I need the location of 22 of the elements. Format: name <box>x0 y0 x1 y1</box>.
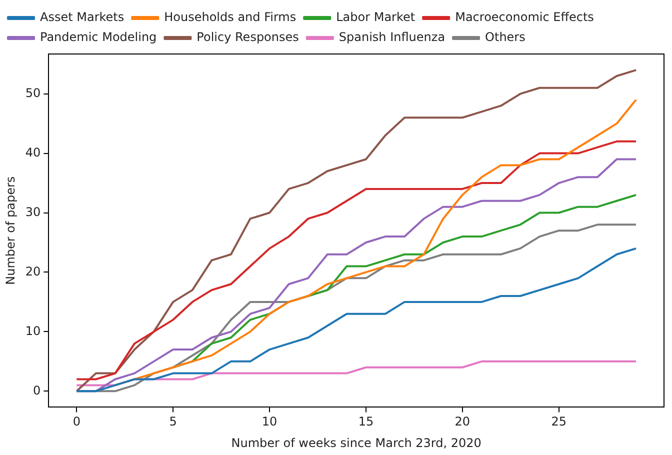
legend-label: Spanish Influenza <box>338 30 446 44</box>
x-tick-label: 5 <box>169 414 177 429</box>
legend-label: Others <box>485 30 526 44</box>
x-tick-label: 20 <box>454 414 470 429</box>
x-tick-label: 15 <box>358 414 374 429</box>
y-axis-title: Number of papers <box>3 176 18 285</box>
y-tick-label: 10 <box>25 324 41 338</box>
legend-label: Policy Responses <box>196 30 299 44</box>
y-tick-label: 50 <box>25 86 41 100</box>
x-tick-label: 25 <box>551 414 567 429</box>
legend-label: Households and Firms <box>164 10 296 24</box>
x-tick-label: 10 <box>262 414 278 429</box>
x-axis-title: Number of weeks since March 23rd, 2020 <box>231 436 482 450</box>
legend-label: Asset Markets <box>40 10 124 24</box>
legend-label: Labor Market <box>336 10 416 24</box>
y-tick-label: 20 <box>25 264 41 278</box>
legend-label: Pandemic Modeling <box>40 30 157 44</box>
x-tick-label: 0 <box>72 414 80 429</box>
y-tick-label: 40 <box>25 145 41 160</box>
y-tick-label: 30 <box>25 204 41 219</box>
y-tick-label: 0 <box>33 383 41 398</box>
legend-label: Macroeconomic Effects <box>455 10 594 24</box>
